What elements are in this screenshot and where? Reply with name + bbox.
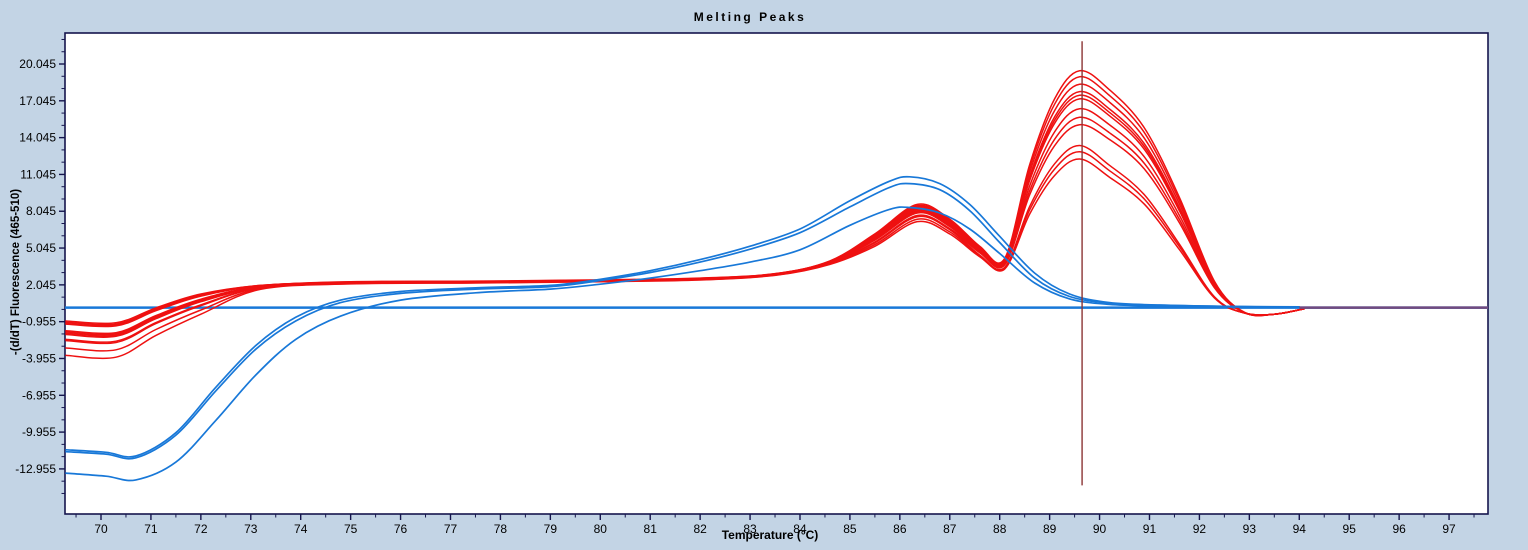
x-tick-label: 80 bbox=[594, 522, 608, 536]
x-tick-label: 89 bbox=[1043, 522, 1057, 536]
x-tick-label: 71 bbox=[144, 522, 158, 536]
y-tick-label: -9.955 bbox=[22, 425, 56, 439]
y-tick-label: 14.045 bbox=[19, 131, 56, 145]
x-tick-label: 70 bbox=[94, 522, 108, 536]
y-tick-label: 5.045 bbox=[26, 241, 56, 255]
x-tick-label: 72 bbox=[194, 522, 208, 536]
y-tick-label: 11.045 bbox=[20, 167, 56, 181]
x-axis-title: Temperature (°C) bbox=[721, 528, 819, 542]
x-tick-label: 78 bbox=[494, 522, 508, 536]
melt-curve-blue-1 bbox=[65, 175, 1301, 458]
x-tick-label: 77 bbox=[444, 522, 458, 536]
x-tick-label: 90 bbox=[1093, 522, 1107, 536]
axes: 70 71 72 73 74 75 76 77 78 79 80 81 82 83 84 85 86 87 88 89… bbox=[15, 38, 1475, 536]
x-tick-label: 73 bbox=[244, 522, 258, 536]
x-tick-label: 79 bbox=[544, 522, 558, 536]
melt-curve-red-12 bbox=[65, 158, 1306, 360]
x-tick-label: 83 bbox=[743, 522, 757, 536]
x-tick-label: 92 bbox=[1193, 522, 1207, 536]
x-tick-label: 85 bbox=[843, 522, 857, 536]
x-tick-label: 91 bbox=[1143, 522, 1157, 536]
x-tick-label: 86 bbox=[893, 522, 907, 536]
y-tick-label: 20.045 bbox=[19, 57, 56, 71]
x-tick-label: 93 bbox=[1243, 522, 1257, 536]
x-tick-label: 74 bbox=[294, 522, 308, 536]
y-tick-label: 17.045 bbox=[19, 94, 56, 108]
x-tick-label: 81 bbox=[644, 522, 658, 536]
y-tick-label: -0.955 bbox=[22, 315, 56, 329]
y-axis-title: -(d/dT) Fluorescence (465-510) bbox=[10, 188, 22, 356]
x-tick-label: 82 bbox=[693, 522, 707, 536]
x-tick-label: 76 bbox=[394, 522, 408, 536]
x-tick-label: 75 bbox=[344, 522, 358, 536]
x-tick-label: 87 bbox=[943, 522, 957, 536]
melt-curves bbox=[65, 69, 1488, 482]
y-tick-label: -3.955 bbox=[22, 351, 56, 365]
melt-curve-blue-2 bbox=[65, 182, 1301, 460]
y-tick-label: 8.045 bbox=[26, 204, 56, 218]
x-tick-label: 88 bbox=[993, 522, 1007, 536]
x-tick-label: 95 bbox=[1343, 522, 1357, 536]
x-tick-label: 97 bbox=[1442, 522, 1456, 536]
y-tick-label: -6.955 bbox=[22, 388, 56, 402]
chart-title: Melting Peaks bbox=[693, 10, 807, 24]
x-tick-label: 84 bbox=[793, 522, 807, 536]
y-tick-label: -12.955 bbox=[15, 462, 56, 476]
melt-curve-blue-3 bbox=[65, 206, 1301, 482]
y-tick-label: 2.045 bbox=[26, 278, 56, 292]
x-tick-label: 96 bbox=[1392, 522, 1406, 536]
x-tick-label: 94 bbox=[1293, 522, 1307, 536]
